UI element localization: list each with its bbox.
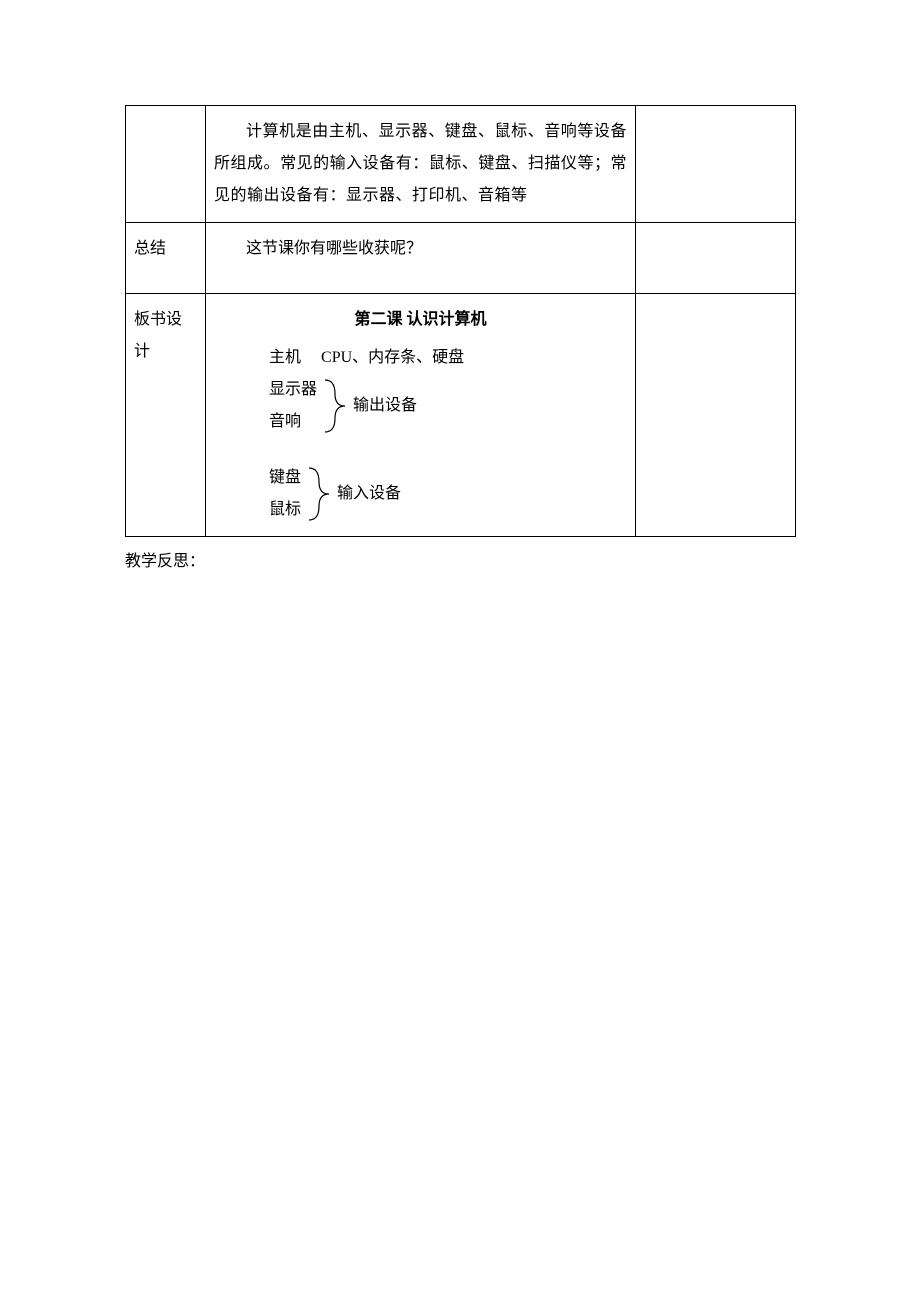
- row-content: 这节课你有哪些收获呢？: [206, 223, 636, 294]
- board-design-cell: 第二课 认识计算机 主机 CPU、内存条、硬盘 显示器 音响 输出设备 键盘 鼠…: [206, 294, 636, 537]
- table-row: 计算机是由主机、显示器、键盘、鼠标、音响等设备所组成。常见的输入设备有：鼠标、键…: [126, 106, 796, 223]
- board-input-group: 键盘 鼠标 输入设备: [214, 462, 627, 526]
- board-output-group: 显示器 音响 输出设备: [214, 374, 627, 438]
- board-title: 第二课 认识计算机: [214, 304, 627, 336]
- board-host-label: 主机: [269, 349, 301, 366]
- lesson-table: 计算机是由主机、显示器、键盘、鼠标、音响等设备所组成。常见的输入设备有：鼠标、键…: [125, 105, 796, 537]
- input-items: 键盘 鼠标: [269, 462, 301, 526]
- row-note: [636, 223, 796, 294]
- row-note: [636, 294, 796, 537]
- table-row: 总结 这节课你有哪些收获呢？: [126, 223, 796, 294]
- row-label: 板书设计: [126, 294, 206, 537]
- row-label: 总结: [126, 223, 206, 294]
- row-content: 计算机是由主机、显示器、键盘、鼠标、音响等设备所组成。常见的输入设备有：鼠标、键…: [206, 106, 636, 223]
- output-items: 显示器 音响: [269, 374, 317, 438]
- input-item: 鼠标: [269, 494, 301, 526]
- board-line-host: 主机 CPU、内存条、硬盘: [214, 342, 627, 374]
- bracket-icon: [305, 462, 333, 526]
- footer-note: 教学反思：: [125, 547, 795, 571]
- bracket-icon: [321, 374, 349, 438]
- output-item: 音响: [269, 406, 317, 438]
- row-label: [126, 106, 206, 223]
- spacer: [214, 438, 627, 462]
- output-item: 显示器: [269, 374, 317, 406]
- input-item: 键盘: [269, 462, 301, 494]
- input-label: 输入设备: [337, 478, 401, 510]
- board-host-parts: CPU、内存条、硬盘: [321, 349, 464, 366]
- table-row: 板书设计 第二课 认识计算机 主机 CPU、内存条、硬盘 显示器 音响 输出设备: [126, 294, 796, 537]
- output-label: 输出设备: [353, 390, 417, 422]
- row-note: [636, 106, 796, 223]
